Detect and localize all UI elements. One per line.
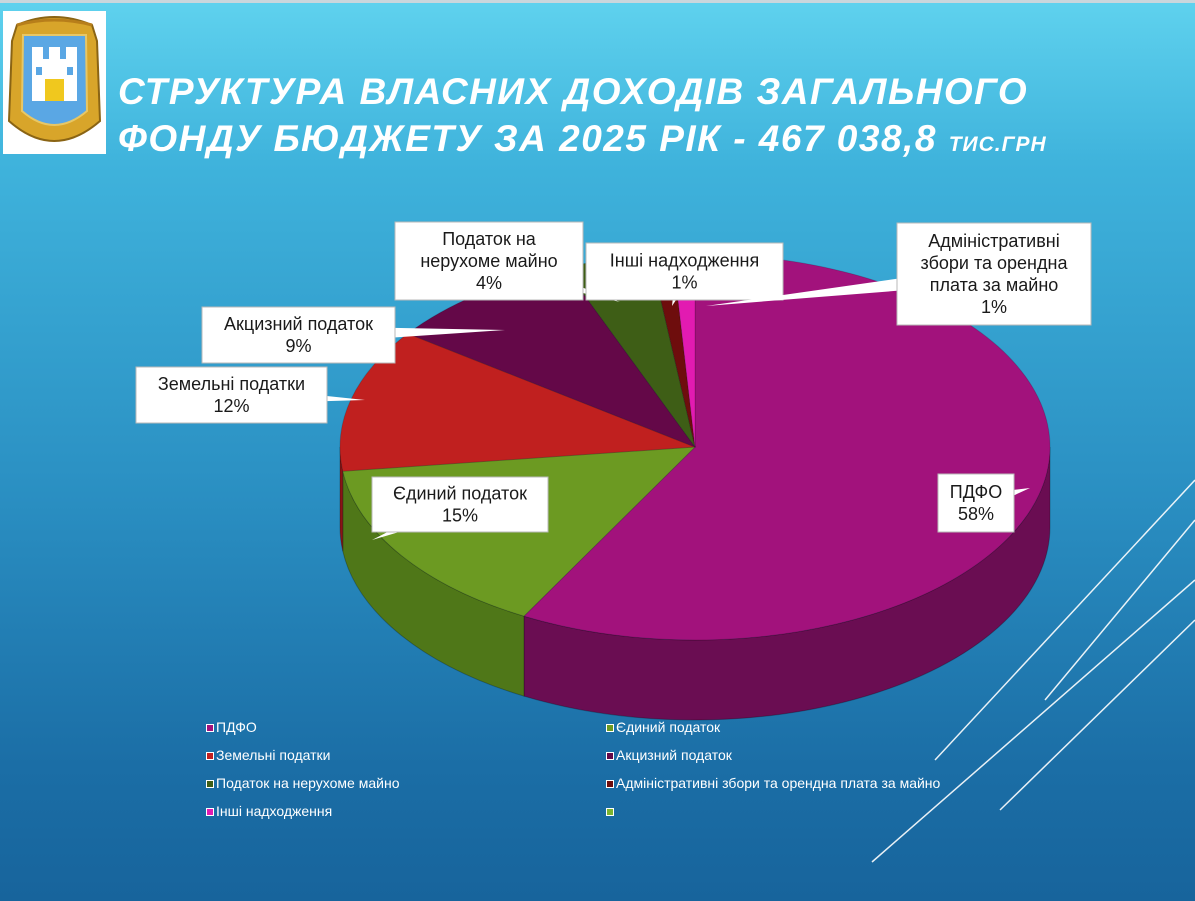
callout-text-line: плата за майно <box>930 275 1059 295</box>
legend-label: Інші надходження <box>216 803 333 819</box>
top-border-line <box>0 0 1195 3</box>
callout-box <box>585 242 784 301</box>
legend-swatch <box>206 780 214 788</box>
callout-box <box>135 366 328 424</box>
callout-text-line: 9% <box>285 336 311 356</box>
callout-text-line: 15% <box>442 506 478 526</box>
legend-item: Акцизний податок <box>606 747 732 763</box>
legend-swatch <box>206 752 214 760</box>
callout-text-line: 4% <box>476 273 502 293</box>
legend-label: Земельні податки <box>216 747 331 763</box>
legend-item: Податок на нерухоме майно <box>206 775 399 791</box>
callout-text-line: Земельні податки <box>158 374 305 394</box>
callout-box <box>201 306 396 364</box>
slide-title: Структура власних доходів загального фон… <box>118 68 1178 168</box>
legend-label: ПДФО <box>216 719 257 735</box>
legend-swatch <box>606 752 614 760</box>
callout-box <box>394 221 584 301</box>
legend-item: Інші надходження <box>206 803 332 819</box>
callout-text-line: 1% <box>671 273 697 293</box>
legend-swatch <box>606 724 614 732</box>
title-main: Структура власних доходів загального фон… <box>118 71 1029 159</box>
legend-item: Єдиний податок <box>606 719 720 735</box>
legend-swatch <box>606 780 614 788</box>
callout-text-line: Інші надходження <box>610 251 759 271</box>
callout-text-line: Акцизний податок <box>224 314 373 334</box>
legend-swatch <box>206 808 214 816</box>
decorative-lines <box>871 479 1195 863</box>
callout-text-line: нерухоме майно <box>420 251 557 271</box>
legend-label: Акцизний податок <box>616 747 732 763</box>
legend-item: Земельні податки <box>206 747 330 763</box>
callout-text-line: 12% <box>213 396 249 416</box>
callout-text-line: Єдиний податок <box>393 484 527 504</box>
callout-text-line: збори та орендна <box>921 253 1069 273</box>
legend-swatch <box>606 808 614 816</box>
callout-box <box>371 476 549 533</box>
legend-item: ПДФО <box>206 719 257 735</box>
callout-box <box>937 473 1015 533</box>
callout-text-line: Податок на <box>442 229 537 249</box>
callout-text-line: ПДФО <box>950 482 1002 502</box>
callout-box <box>896 222 1092 326</box>
legend-item: Адміністративні збори та орендна плата з… <box>606 775 940 791</box>
callout-text-line: 1% <box>981 297 1007 317</box>
title-unit: тис.грн <box>948 133 1047 156</box>
legend-item <box>606 803 616 819</box>
legend-label: Податок на нерухоме майно <box>216 775 400 791</box>
callout-text-line: Адміністративні <box>928 231 1060 251</box>
callout-text-line: 58% <box>958 504 994 524</box>
legend-swatch <box>206 724 214 732</box>
city-coat-of-arms <box>3 11 106 154</box>
legend-label: Адміністративні збори та орендна плата з… <box>616 775 941 791</box>
legend-label: Єдиний податок <box>616 719 721 735</box>
